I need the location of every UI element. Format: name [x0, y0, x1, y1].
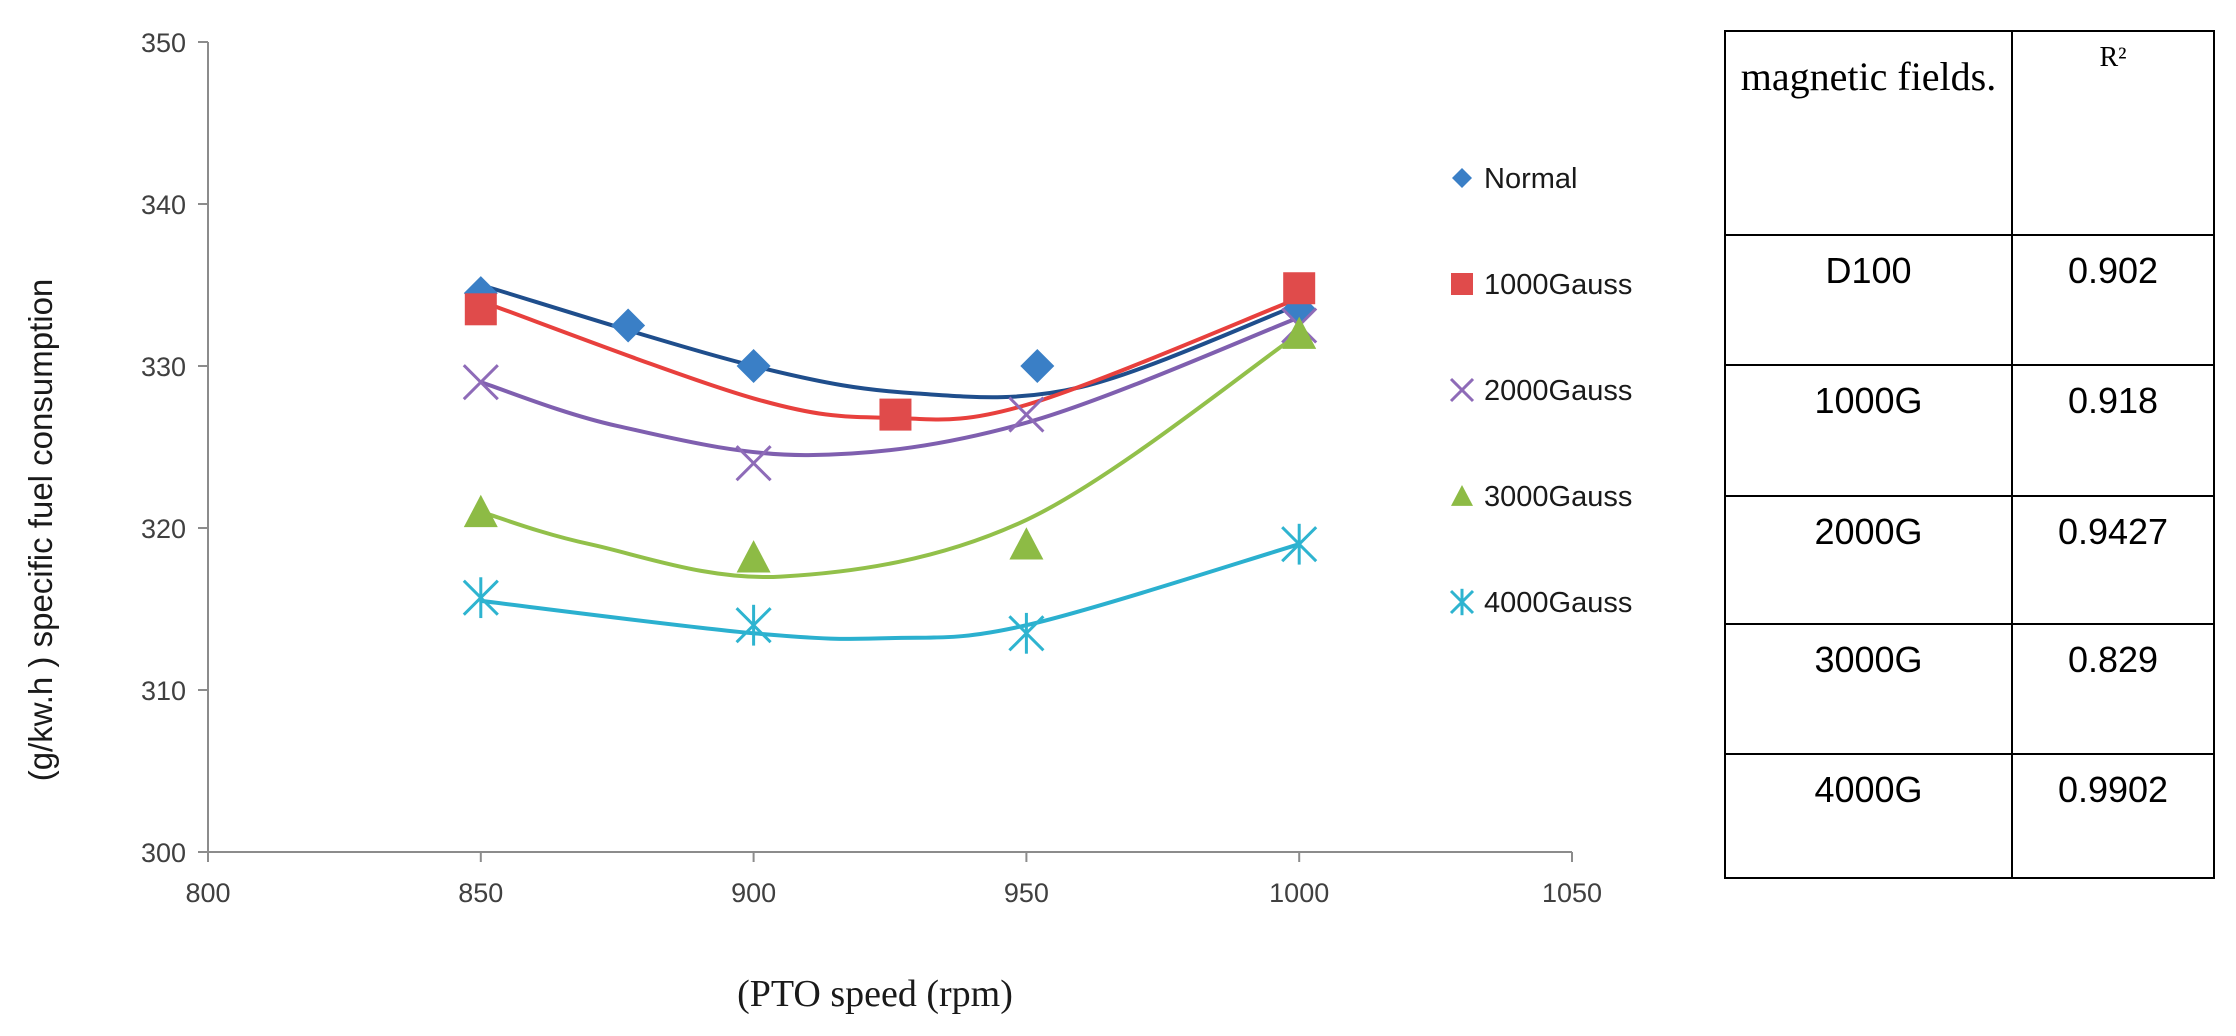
x-tick-label: 950 — [1004, 878, 1049, 908]
table-row: D100 0.902 — [1724, 234, 2215, 366]
point-2000gauss — [735, 445, 772, 482]
point-4000gauss — [1281, 523, 1318, 565]
trendline-normal — [480, 283, 1300, 400]
legend-marker-4000gauss — [1449, 588, 1475, 616]
x-tick-label: 800 — [185, 878, 230, 908]
row-field: 1000G — [1814, 380, 1923, 421]
y-tick-label: 350 — [141, 28, 186, 58]
header-r2: R² — [2011, 30, 2215, 236]
y-tick-label: 310 — [141, 676, 186, 706]
point-normal — [736, 349, 771, 383]
r2-table: magnetic fields. R² D100 0.902 1000G 0.9… — [1724, 30, 2215, 879]
row-field: 3000G — [1814, 639, 1923, 680]
trend-lines — [480, 283, 1301, 641]
point-2000gauss-stroke — [462, 364, 499, 401]
legend-marker-normal — [1452, 168, 1472, 188]
sfc-chart: 300 310 320 330 340 350 800 850 900 950 1000 1050 N… — [22, 28, 1632, 1015]
point-3000gauss — [1282, 316, 1317, 349]
row-r2: 0.902 — [2067, 250, 2159, 291]
point-normal — [1020, 349, 1055, 383]
y-axis-title: (g/kw.h ) specific fuel consumption — [22, 279, 59, 782]
table-row: 2000G 0.9427 — [1724, 495, 2215, 625]
row-r2: 0.9902 — [2057, 769, 2169, 810]
legend-marker-3000gauss — [1451, 485, 1473, 506]
legend-label-normal: Normal — [1484, 163, 1577, 195]
row-field: D100 — [1825, 250, 1912, 291]
point-1000gauss — [879, 398, 912, 431]
y-tick-label: 320 — [141, 514, 186, 544]
point-4000gauss — [1008, 612, 1045, 654]
trendline-2000gauss — [480, 315, 1300, 458]
legend-marker-1000gauss — [1451, 273, 1473, 295]
point-3000gauss — [736, 540, 771, 573]
point-3000gauss — [1009, 527, 1044, 560]
point-4000gauss — [462, 577, 499, 619]
table-row: 1000G 0.918 — [1724, 364, 2215, 497]
legend-label-1000gauss: 1000Gauss — [1484, 269, 1632, 301]
row-r2: 0.829 — [2067, 639, 2159, 680]
table-row: 3000G 0.829 — [1724, 623, 2215, 755]
axes: 300 310 320 330 340 350 800 850 900 950 1000 1050 — [141, 28, 1602, 908]
y-tick-label: 300 — [141, 838, 186, 868]
legend-label-4000gauss: 4000Gauss — [1484, 587, 1632, 619]
trendline-4000gauss — [480, 542, 1300, 641]
point-3000gauss — [463, 494, 498, 528]
legend-label-3000gauss: 3000Gauss — [1484, 481, 1632, 513]
x-tick-label: 850 — [458, 878, 503, 908]
point-4000gauss — [735, 604, 772, 646]
trendline-3000gauss — [480, 331, 1301, 580]
r2-table-header: magnetic fields. R² — [1724, 30, 2215, 236]
row-r2: 0.918 — [2067, 380, 2159, 421]
x-tick-label: 1000 — [1269, 878, 1329, 908]
x-tick-label: 1050 — [1542, 878, 1602, 908]
x-tick-label: 900 — [731, 878, 776, 908]
row-field: 4000G — [1814, 769, 1923, 810]
legend: Normal 1000Gauss 2000Gauss 3000Gauss 4000Gau… — [1449, 163, 1632, 619]
legend-marker-2000gauss-stroke — [1449, 377, 1475, 403]
point-2000gauss-stroke — [735, 445, 772, 482]
y-tick-label: 330 — [141, 352, 186, 382]
table-row: 4000G 0.9902 — [1724, 753, 2215, 879]
legend-label-2000gauss: 2000Gauss — [1484, 375, 1632, 407]
row-r2: 0.9427 — [2057, 511, 2169, 552]
point-2000gauss-stroke — [1008, 396, 1045, 433]
point-2000gauss — [462, 364, 499, 401]
header-magnetic-fields: magnetic fields. — [1724, 30, 2013, 236]
data-markers — [462, 272, 1318, 654]
point-2000gauss — [1008, 396, 1045, 433]
point-1000gauss — [1283, 272, 1316, 305]
y-tick-label: 340 — [141, 190, 186, 220]
legend-marker-2000gauss — [1449, 377, 1475, 403]
point-1000gauss — [464, 293, 497, 326]
row-field: 2000G — [1814, 511, 1923, 552]
point-normal — [611, 308, 646, 343]
x-axis-title: (PTO speed (rpm) — [737, 973, 1013, 1015]
